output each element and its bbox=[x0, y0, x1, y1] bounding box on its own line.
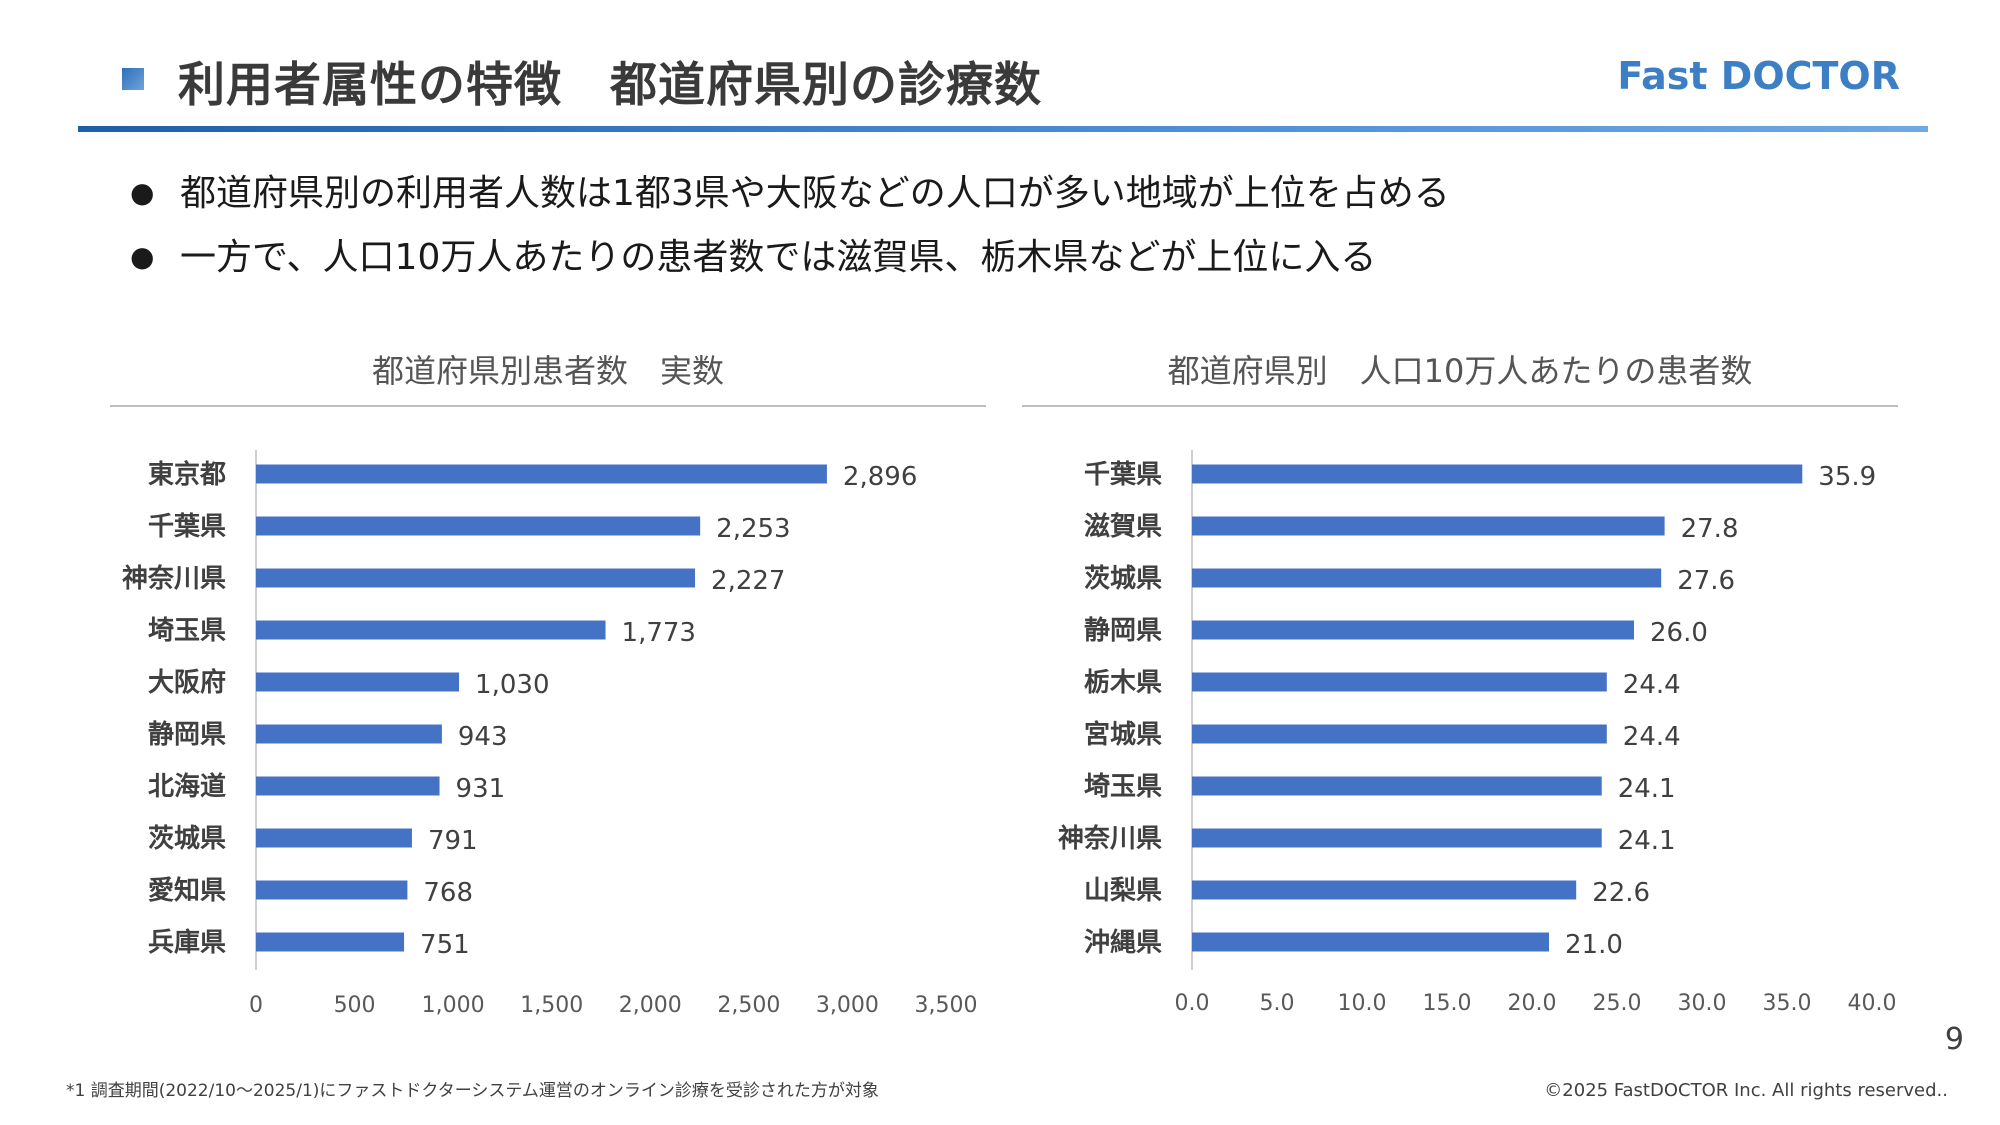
data-label: 768 bbox=[423, 878, 473, 908]
x-tick-label: 15.0 bbox=[1423, 991, 1472, 1016]
bar bbox=[256, 620, 606, 640]
category-label: 沖縄県 bbox=[1084, 928, 1162, 958]
bar bbox=[1192, 724, 1607, 744]
bar bbox=[1192, 516, 1665, 536]
data-label: 24.1 bbox=[1618, 826, 1676, 856]
x-tick-label: 20.0 bbox=[1508, 991, 1557, 1016]
data-label: 24.4 bbox=[1623, 722, 1681, 752]
data-label: 21.0 bbox=[1565, 930, 1623, 960]
bar bbox=[1192, 880, 1577, 900]
x-tick-label: 0.0 bbox=[1175, 991, 1210, 1016]
category-label: 山梨県 bbox=[1084, 876, 1162, 906]
x-tick-label: 3,500 bbox=[915, 993, 978, 1018]
bar bbox=[256, 776, 440, 796]
category-label: 宮城県 bbox=[1084, 719, 1162, 750]
data-label: 35.9 bbox=[1818, 462, 1876, 492]
category-label: 大阪府 bbox=[148, 667, 226, 698]
data-label: 27.6 bbox=[1677, 566, 1735, 596]
page-title: 利用者属性の特徴 都道府県別の診療数 bbox=[178, 58, 1042, 113]
category-label: 茨城県 bbox=[148, 824, 226, 854]
bar bbox=[1192, 568, 1662, 588]
data-label: 791 bbox=[428, 826, 478, 856]
title-divider bbox=[78, 126, 1928, 132]
bullet-dot-icon: ● bbox=[130, 176, 155, 209]
bullet-text: 一方で、人口10万人あたりの患者数では滋賀県、栃木県などが上位に入る bbox=[180, 237, 1377, 278]
data-label: 24.1 bbox=[1618, 774, 1676, 804]
chart-1-title: 都道府県別患者数 実数 bbox=[371, 352, 724, 390]
category-label: 東京都 bbox=[148, 459, 226, 490]
bar bbox=[256, 932, 405, 952]
x-tick-label: 1,000 bbox=[422, 993, 485, 1018]
brand-logo: Fast DOCTOR bbox=[1617, 54, 1900, 98]
data-label: 2,227 bbox=[711, 566, 785, 596]
data-label: 2,896 bbox=[843, 462, 917, 492]
bar bbox=[256, 828, 412, 848]
category-label: 埼玉県 bbox=[148, 616, 226, 646]
bar bbox=[1192, 464, 1803, 484]
x-tick-label: 0 bbox=[249, 993, 263, 1018]
category-label: 北海道 bbox=[148, 771, 226, 802]
data-label: 1,773 bbox=[622, 618, 696, 648]
bar bbox=[1192, 620, 1634, 640]
x-tick-label: 5.0 bbox=[1260, 991, 1295, 1016]
data-label: 931 bbox=[456, 774, 506, 804]
data-label: 2,253 bbox=[716, 514, 790, 544]
x-tick-label: 3,000 bbox=[816, 993, 879, 1018]
chart-1-title-rule bbox=[110, 405, 986, 407]
data-label: 751 bbox=[420, 930, 470, 960]
chart-2-patients-per-100k: 千葉県 35.9 滋賀県 27.8 茨城県 27.6 静岡県 26.0 栃木県 24.4 宮城県 24… bbox=[1058, 450, 1897, 1016]
bullet-text: 都道府県別の利用者人数は1都3県や大阪などの人口が多い地域が上位を占める bbox=[180, 173, 1450, 214]
footnote: *1 調査期間(2022/10～2025/1)にファストドクターシステム運営のオ… bbox=[66, 1081, 879, 1101]
page-number: 9 bbox=[1944, 1022, 1964, 1057]
x-tick-label: 2,500 bbox=[717, 993, 780, 1018]
category-label: 滋賀県 bbox=[1084, 511, 1162, 542]
bar bbox=[256, 672, 460, 692]
x-tick-label: 35.0 bbox=[1763, 991, 1812, 1016]
x-tick-label: 1,500 bbox=[520, 993, 583, 1018]
category-label: 兵庫県 bbox=[148, 928, 226, 958]
category-label: 栃木県 bbox=[1084, 668, 1162, 698]
category-label: 静岡県 bbox=[148, 719, 226, 750]
data-label: 24.4 bbox=[1623, 670, 1681, 700]
bullet-dot-icon: ● bbox=[130, 240, 155, 273]
category-label: 静岡県 bbox=[1084, 615, 1162, 646]
chart-1-patients-count: 東京都 2,896 千葉県 2,253 神奈川県 2,227 埼玉県 1,773 大阪府 1,03… bbox=[122, 450, 978, 1018]
x-tick-label: 10.0 bbox=[1338, 991, 1387, 1016]
category-label: 茨城県 bbox=[1084, 564, 1162, 594]
chart-2-title: 都道府県別 人口10万人あたりの患者数 bbox=[1167, 352, 1753, 390]
title-square-icon bbox=[122, 68, 144, 90]
bar bbox=[256, 568, 696, 588]
x-tick-label: 40.0 bbox=[1848, 991, 1897, 1016]
bar bbox=[256, 516, 701, 536]
x-tick-label: 30.0 bbox=[1678, 991, 1727, 1016]
data-label: 943 bbox=[458, 722, 508, 752]
bullet-item-2: ● 一方で、人口10万人あたりの患者数では滋賀県、栃木県などが上位に入る bbox=[130, 228, 1376, 280]
chart-2-title-rule bbox=[1022, 405, 1898, 407]
category-label: 愛知県 bbox=[148, 876, 226, 906]
category-label: 千葉県 bbox=[148, 512, 226, 542]
data-label: 22.6 bbox=[1592, 878, 1650, 908]
bullet-item-1: ● 都道府県別の利用者人数は1都3県や大阪などの人口が多い地域が上位を占める bbox=[130, 164, 1450, 216]
x-tick-label: 2,000 bbox=[619, 993, 682, 1018]
x-tick-label: 25.0 bbox=[1593, 991, 1642, 1016]
bar bbox=[256, 880, 408, 900]
category-label: 千葉県 bbox=[1084, 460, 1162, 490]
bar bbox=[1192, 776, 1602, 796]
data-label: 27.8 bbox=[1681, 514, 1739, 544]
data-label: 1,030 bbox=[475, 670, 549, 700]
bar bbox=[1192, 672, 1607, 692]
category-label: 神奈川県 bbox=[1058, 824, 1162, 854]
bar bbox=[1192, 828, 1602, 848]
bar bbox=[1192, 932, 1549, 952]
bar bbox=[256, 724, 442, 744]
category-label: 埼玉県 bbox=[1084, 772, 1162, 802]
copyright: ©2025 FastDOCTOR Inc. All rights reserve… bbox=[1544, 1080, 1948, 1101]
x-tick-label: 500 bbox=[334, 993, 376, 1018]
category-label: 神奈川県 bbox=[122, 564, 226, 594]
data-label: 26.0 bbox=[1650, 618, 1708, 648]
bar bbox=[256, 464, 827, 484]
